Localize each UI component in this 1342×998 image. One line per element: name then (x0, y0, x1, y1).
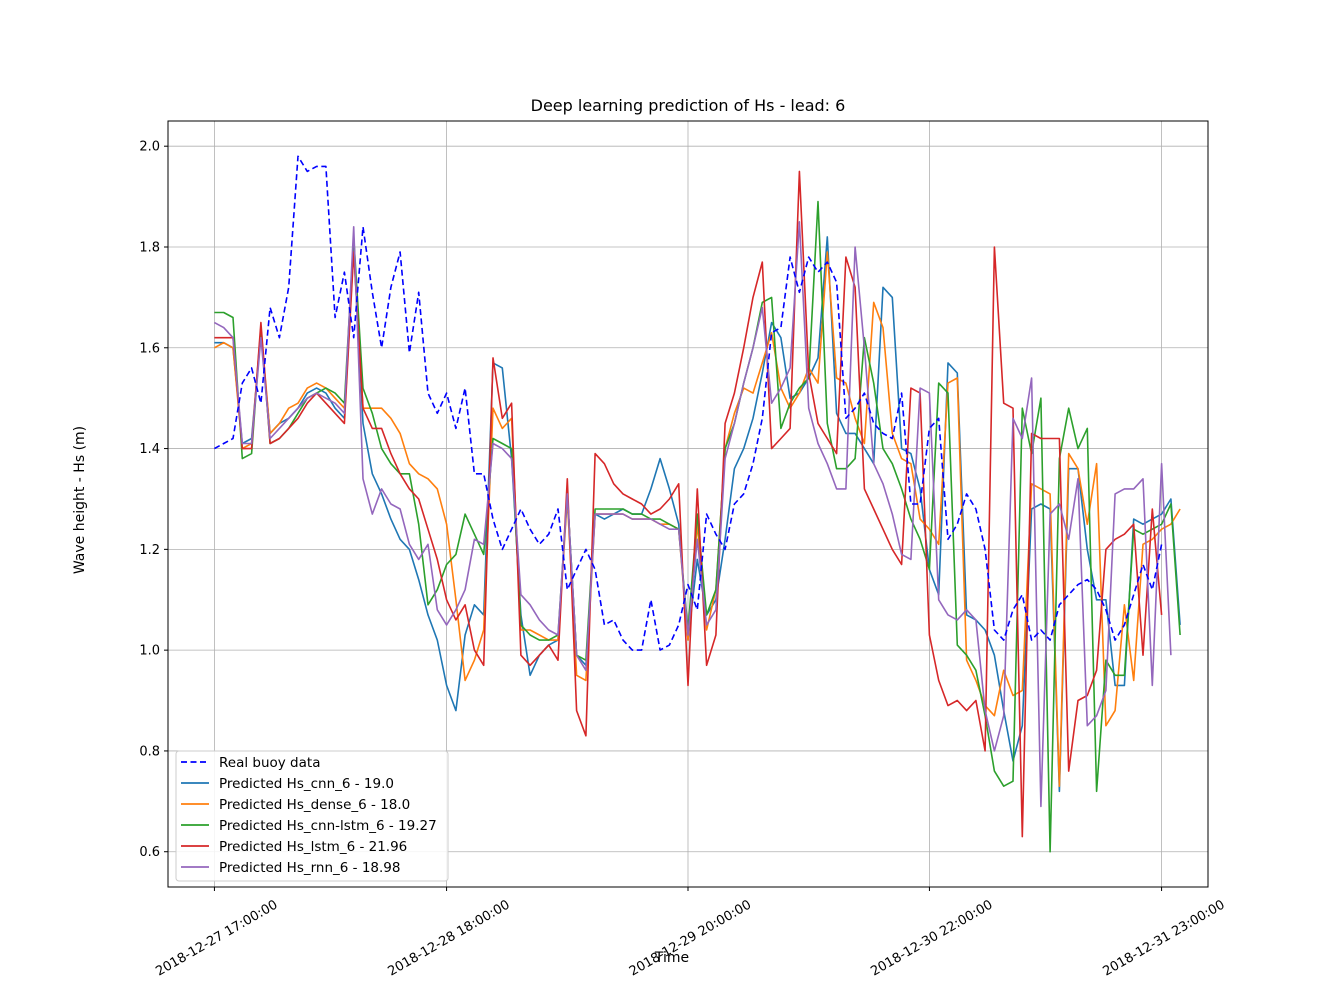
y-axis-label: Wave height - Hs (m) (72, 426, 88, 574)
y-tick-label: 0.6 (139, 845, 160, 860)
legend-entry: Real buoy data (219, 755, 320, 771)
chart-title: Deep learning prediction of Hs - lead: 6 (531, 96, 846, 115)
y-tick-label: 0.8 (139, 744, 160, 759)
legend-entry: Predicted Hs_cnn_6 - 19.0 (219, 776, 394, 792)
legend-box (175, 750, 449, 882)
legend-entry: Predicted Hs_dense_6 - 18.0 (219, 797, 410, 813)
series-line-4 (214, 170, 1163, 838)
y-tick-label: 1.0 (139, 644, 160, 659)
series-line-1 (214, 236, 1181, 793)
y-axis: 0.6 0.8 1.0 1.2 1.4 1.6 1.8 2.0 (139, 140, 168, 860)
legend-entry: Predicted Hs_cnn-lstm_6 - 19.27 (219, 818, 437, 834)
y-tick-label: 1.8 (139, 240, 160, 255)
legend-entry: Predicted Hs_lstm_6 - 21.96 (219, 839, 407, 855)
y-tick-label: 1.2 (139, 543, 160, 558)
series-line-5 (214, 221, 1172, 808)
legend-entry: Predicted Hs_rnn_6 - 18.98 (219, 860, 400, 876)
series-lines (214, 155, 1181, 853)
series-line-0 (214, 155, 1163, 651)
series-line-3 (214, 200, 1181, 853)
legend: Real buoy data Predicted Hs_cnn_6 - 19.0 P… (175, 750, 449, 882)
y-tick-label: 1.6 (139, 341, 160, 356)
y-tick-label: 2.0 (139, 140, 160, 155)
x-axis-label: Time (654, 950, 689, 966)
y-tick-label: 1.4 (139, 442, 160, 457)
